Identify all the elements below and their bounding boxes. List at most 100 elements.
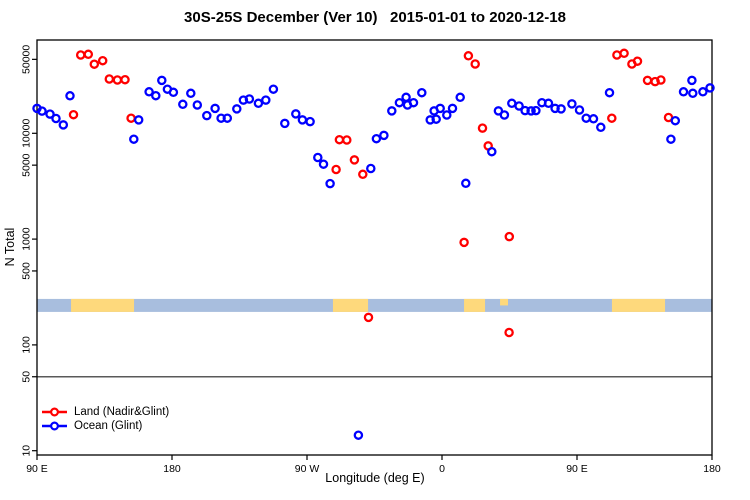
data-point-ocean bbox=[325, 178, 335, 189]
data-point-land bbox=[504, 231, 515, 242]
x-tick-label: 180 bbox=[163, 463, 181, 475]
data-point-land bbox=[75, 50, 86, 60]
data-point-ocean bbox=[596, 122, 606, 133]
data-point-ocean bbox=[487, 146, 497, 157]
data-point-ocean bbox=[431, 114, 441, 124]
data-point-land bbox=[358, 169, 368, 180]
data-point-ocean bbox=[37, 106, 47, 116]
data-point-land bbox=[89, 59, 100, 69]
data-point-ocean bbox=[186, 88, 196, 99]
data-point-ocean bbox=[581, 113, 591, 123]
data-point-ocean bbox=[280, 118, 290, 129]
data-point-ocean bbox=[543, 98, 554, 109]
y-tick-label: 50 bbox=[21, 371, 33, 383]
data-point-ocean bbox=[297, 115, 308, 125]
data-point-land bbox=[120, 74, 130, 85]
data-point-land bbox=[334, 134, 345, 145]
data-point-ocean bbox=[687, 75, 697, 86]
data-point-ocean bbox=[588, 114, 599, 124]
data-point-land bbox=[656, 75, 666, 85]
data-point-ocean bbox=[366, 163, 376, 174]
data-point-ocean bbox=[192, 100, 203, 110]
data-point-ocean bbox=[531, 105, 541, 116]
data-point-ocean bbox=[379, 130, 389, 141]
y-tick-label: 500 bbox=[21, 262, 33, 280]
y-tick-label: 10000 bbox=[21, 119, 33, 148]
data-point-land bbox=[112, 75, 123, 85]
data-point-land bbox=[477, 123, 488, 133]
data-point-land bbox=[349, 155, 360, 165]
data-point-ocean bbox=[168, 87, 179, 98]
data-point-ocean bbox=[705, 83, 715, 93]
y-tick-label: 100 bbox=[21, 336, 33, 354]
land-strip-segment bbox=[332, 298, 369, 312]
data-point-ocean bbox=[447, 103, 458, 114]
ocean-strip bbox=[37, 298, 712, 312]
data-point-ocean bbox=[65, 91, 75, 101]
land-strip-segment bbox=[611, 298, 666, 312]
data-point-land bbox=[459, 237, 469, 248]
data-point-ocean bbox=[461, 178, 471, 189]
data-point-ocean bbox=[666, 134, 676, 144]
y-axis-label: N Total bbox=[3, 227, 17, 267]
data-point-land bbox=[342, 135, 352, 145]
data-point-ocean bbox=[408, 97, 419, 108]
land-series-marker-icon bbox=[42, 407, 67, 417]
data-point-ocean bbox=[493, 106, 504, 116]
data-point-land bbox=[470, 59, 480, 69]
data-point-ocean bbox=[313, 152, 323, 163]
data-point-ocean bbox=[202, 110, 212, 121]
data-point-ocean bbox=[133, 115, 144, 125]
data-point-ocean bbox=[268, 84, 279, 94]
data-point-land bbox=[126, 113, 136, 123]
data-point-ocean bbox=[442, 110, 452, 120]
legend-label-ocean: Ocean (Glint) bbox=[74, 420, 143, 432]
legend-item-land: Land (Nadir&Glint) bbox=[41, 405, 169, 419]
data-point-land bbox=[504, 327, 514, 338]
land-strip-segment-small bbox=[500, 298, 508, 306]
data-point-ocean bbox=[401, 92, 411, 103]
data-point-land bbox=[463, 51, 474, 61]
legend-label-land: Land (Nadir&Glint) bbox=[74, 406, 170, 418]
legend: Land (Nadir&Glint) Ocean (Glint) bbox=[41, 405, 169, 433]
data-point-ocean bbox=[678, 87, 689, 97]
data-point-land bbox=[642, 75, 653, 86]
data-point-land bbox=[607, 113, 617, 123]
data-point-ocean bbox=[157, 75, 167, 86]
x-tick-label: 90 E bbox=[26, 463, 48, 475]
data-point-ocean bbox=[556, 104, 566, 114]
data-point-land bbox=[619, 48, 629, 59]
data-point-ocean bbox=[371, 133, 382, 144]
data-point-ocean bbox=[417, 87, 427, 98]
data-point-land bbox=[83, 49, 94, 60]
data-point-land bbox=[632, 56, 643, 66]
data-point-ocean bbox=[520, 105, 530, 116]
x-tick-label: 0 bbox=[439, 463, 445, 475]
x-tick-label: 90 E bbox=[566, 463, 588, 475]
data-point-ocean bbox=[387, 106, 397, 116]
data-point-ocean bbox=[435, 103, 445, 114]
ocean-series-marker-icon bbox=[42, 421, 67, 431]
data-point-ocean bbox=[210, 103, 220, 114]
legend-item-ocean: Ocean (Glint) bbox=[41, 419, 169, 433]
data-point-ocean bbox=[698, 87, 708, 97]
data-point-land bbox=[68, 109, 79, 120]
data-point-ocean bbox=[514, 101, 524, 111]
y-tick-label: 5000 bbox=[21, 153, 33, 177]
data-point-ocean bbox=[261, 95, 271, 105]
data-point-ocean bbox=[244, 94, 255, 104]
plot-border bbox=[36, 39, 713, 456]
data-point-ocean bbox=[232, 104, 242, 114]
data-point-ocean bbox=[394, 97, 405, 108]
data-point-ocean bbox=[670, 115, 681, 126]
y-tick-label: 50000 bbox=[21, 45, 33, 74]
data-point-land bbox=[363, 312, 374, 323]
land-strip-segment bbox=[464, 298, 486, 312]
data-point-ocean bbox=[353, 430, 364, 440]
data-point-ocean bbox=[151, 90, 161, 101]
x-tick-label: 180 bbox=[703, 463, 721, 475]
x-tick-label: 90 W bbox=[295, 463, 320, 475]
data-point-ocean bbox=[253, 98, 264, 109]
